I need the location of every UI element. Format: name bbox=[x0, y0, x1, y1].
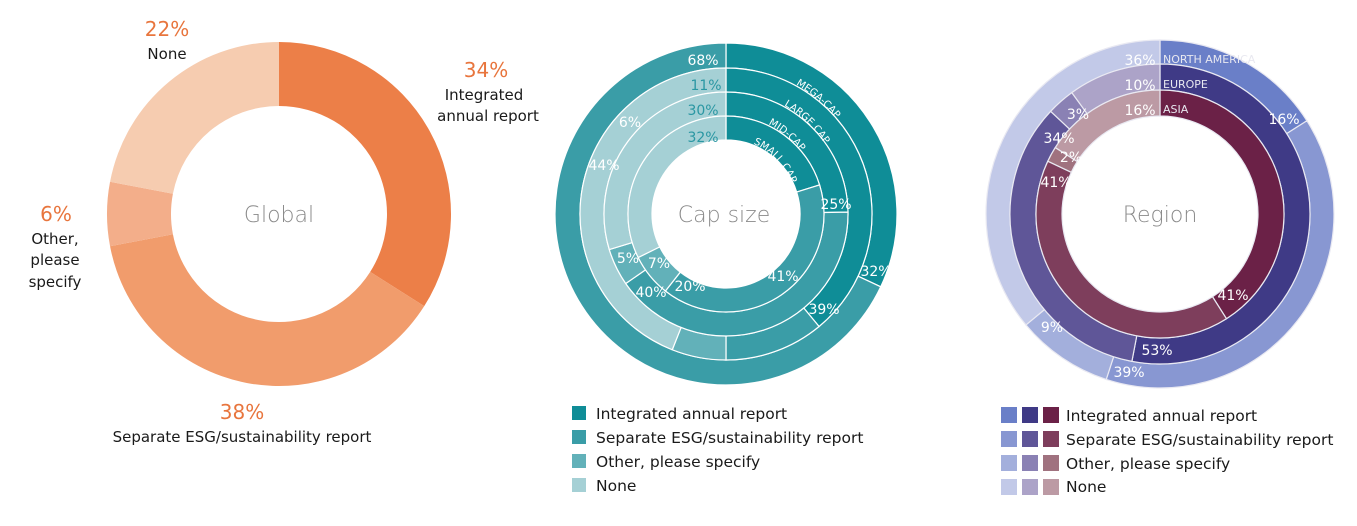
eu-none-pct: 10% bbox=[1124, 78, 1155, 94]
cap-large-separate-pct: 11% bbox=[690, 78, 721, 94]
global-label-none-pct: 22% bbox=[145, 17, 189, 41]
region-legend-swatch-0-0 bbox=[1001, 407, 1017, 423]
asia-other-pct: 2% bbox=[1060, 150, 1082, 166]
region-legend: Integrated annual report Separate ESG/su… bbox=[1001, 407, 1333, 496]
cap-legend-label-none: None bbox=[596, 477, 636, 495]
cap-mid-integrated-pct: 25% bbox=[820, 197, 851, 213]
region-legend-swatch-3-1 bbox=[1022, 479, 1038, 495]
region-legend-swatch-2-1 bbox=[1022, 455, 1038, 471]
cap-small-none-pct: 32% bbox=[687, 130, 718, 146]
global-label-integrated-pct: 34% bbox=[464, 58, 508, 82]
cap-small-separate-pct: 40% bbox=[635, 285, 666, 301]
global-segment-3 bbox=[110, 42, 279, 194]
asia-none-pct: 16% bbox=[1124, 103, 1155, 119]
region-legend-label-separate: Separate ESG/sustainability report bbox=[1066, 431, 1333, 449]
region-legend-swatch-2-0 bbox=[1001, 455, 1017, 471]
cap-mid-other-pct: 5% bbox=[617, 251, 639, 267]
asia-separate-pct: 41% bbox=[1040, 175, 1071, 191]
ring-name-asia: ASIA bbox=[1163, 103, 1189, 116]
na-separate-pct: 39% bbox=[1113, 365, 1144, 381]
region-donut-chart bbox=[985, 39, 1335, 389]
cap-legend-swatch-separate bbox=[572, 430, 586, 444]
region-legend-swatch-3-2 bbox=[1043, 479, 1059, 495]
global-label-other-text-2: please bbox=[30, 251, 79, 269]
cap-mid-separate-pct: 41% bbox=[767, 269, 798, 285]
global-label-other-text-3: specify bbox=[29, 273, 82, 291]
asia-integrated-pct: 41% bbox=[1217, 288, 1248, 304]
cap-size-donut-chart bbox=[554, 42, 898, 386]
global-segment-0 bbox=[279, 42, 451, 307]
cap-legend: Integrated annual report Separate ESG/su… bbox=[572, 405, 863, 495]
cap-mega-separate-pct: 68% bbox=[687, 53, 718, 69]
region-legend-swatch-2-2 bbox=[1043, 455, 1059, 471]
region-legend-swatch-0-1 bbox=[1022, 407, 1038, 423]
cap-mid-none-pct: 30% bbox=[687, 103, 718, 119]
region-ring-2-segment-3 bbox=[1054, 89, 1161, 163]
cap-small-integrated-pct: 20% bbox=[674, 279, 705, 295]
global-segment-1 bbox=[110, 234, 425, 386]
cap-legend-label-other: Other, please specify bbox=[596, 453, 760, 471]
global-center-label: Global bbox=[244, 203, 314, 228]
cap-large-other-pct: 6% bbox=[619, 115, 641, 131]
cap-legend-swatch-none bbox=[572, 478, 586, 492]
cap-large-none-pct: 44% bbox=[588, 158, 619, 174]
eu-other-pct: 3% bbox=[1067, 107, 1089, 123]
region-legend-swatch-1-1 bbox=[1022, 431, 1038, 447]
cap-legend-swatch-other bbox=[572, 454, 586, 468]
global-label-separate-text: Separate ESG/sustainability report bbox=[113, 428, 372, 446]
na-none-pct: 36% bbox=[1124, 53, 1155, 69]
global-label-other-pct: 6% bbox=[40, 202, 72, 226]
eu-integrated-pct: 53% bbox=[1141, 343, 1172, 359]
ring-name-north-america: NORTH AMERICA bbox=[1163, 53, 1256, 66]
global-label-integrated-text-2: annual report bbox=[437, 107, 539, 125]
na-other-pct: 9% bbox=[1041, 320, 1063, 336]
cap-large-integrated-pct: 39% bbox=[808, 302, 839, 318]
region-legend-swatch-3-0 bbox=[1001, 479, 1017, 495]
global-label-other-text-1: Other, bbox=[31, 230, 78, 248]
cap-mega-integrated-pct: 32% bbox=[860, 264, 891, 280]
region-legend-label-other: Other, please specify bbox=[1066, 455, 1230, 473]
region-center-label: Region bbox=[1123, 203, 1198, 228]
global-label-separate-pct: 38% bbox=[220, 400, 264, 424]
cap-ring-3-segment-3 bbox=[627, 115, 727, 259]
eu-separate-pct: 34% bbox=[1043, 131, 1074, 147]
cap-center-label: Cap size bbox=[678, 203, 770, 228]
cap-small-other-pct: 7% bbox=[648, 256, 670, 272]
region-legend-label-none: None bbox=[1066, 478, 1106, 496]
region-legend-swatch-1-2 bbox=[1043, 431, 1059, 447]
cap-legend-label-separate: Separate ESG/sustainability report bbox=[596, 429, 863, 447]
ring-name-europe: EUROPE bbox=[1163, 78, 1208, 91]
na-integrated-pct: 16% bbox=[1268, 112, 1299, 128]
cap-legend-swatch-integrated bbox=[572, 406, 586, 420]
global-donut-chart bbox=[107, 42, 451, 386]
cap-legend-label-integrated: Integrated annual report bbox=[596, 405, 787, 423]
global-label-none-text: None bbox=[147, 45, 186, 63]
region-legend-swatch-1-0 bbox=[1001, 431, 1017, 447]
global-label-integrated-text-1: Integrated bbox=[445, 86, 524, 104]
global-segment-2 bbox=[107, 181, 173, 247]
region-legend-swatch-0-2 bbox=[1043, 407, 1059, 423]
region-legend-label-integrated: Integrated annual report bbox=[1066, 407, 1257, 425]
